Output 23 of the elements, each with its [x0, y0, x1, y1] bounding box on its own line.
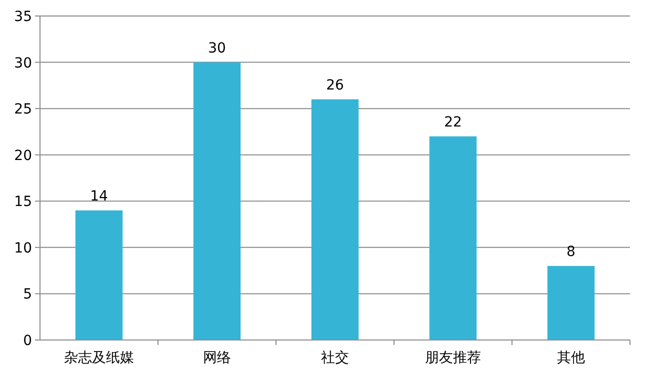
y-tick-label: 0 [23, 333, 32, 349]
y-tick-label: 30 [14, 55, 32, 72]
bar [429, 136, 477, 340]
data-label: 8 [566, 244, 576, 260]
y-tick-label: 25 [14, 102, 32, 118]
bar [193, 62, 241, 340]
y-tick-label: 5 [23, 286, 32, 303]
y-tick-label: 35 [14, 9, 32, 25]
x-tick-label: 其他 [557, 350, 585, 366]
data-label: 22 [444, 114, 462, 130]
bar [547, 266, 595, 340]
bar [311, 99, 359, 340]
data-label: 26 [326, 77, 344, 94]
data-label: 30 [208, 40, 226, 56]
x-tick-label: 网络 [203, 350, 231, 366]
x-tick-label: 朋友推荐 [425, 350, 481, 366]
y-tick-label: 15 [14, 194, 32, 210]
y-tick-label: 10 [14, 240, 32, 256]
x-tick-label: 杂志及纸媒 [64, 350, 134, 366]
data-label: 14 [90, 188, 108, 204]
x-tick-label: 社交 [321, 350, 349, 366]
bar [75, 210, 123, 340]
y-tick-label: 20 [14, 148, 32, 164]
